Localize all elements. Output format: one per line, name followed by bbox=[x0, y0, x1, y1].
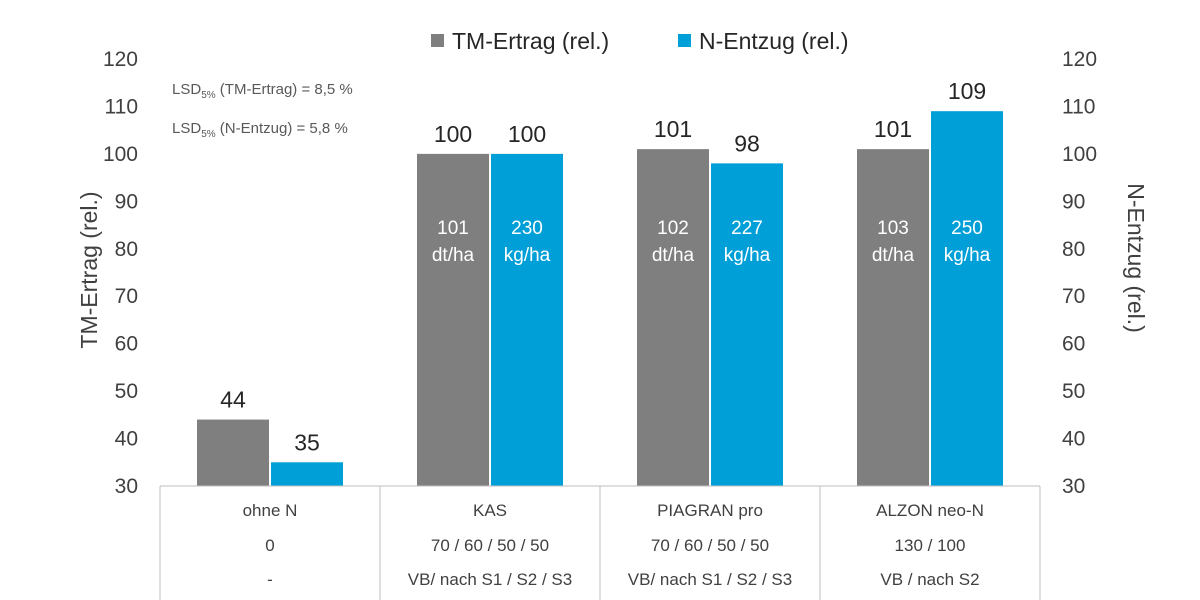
lsd-annotation-n-entzug: LSD5% (N-Entzug) = 5,8 % bbox=[172, 120, 348, 140]
y-axis-ticks-right: 30 40 50 60 70 80 90 100 110 120 bbox=[1062, 48, 1097, 498]
y-tick-label-left: 40 bbox=[115, 428, 138, 451]
bar-inner-value: 103 bbox=[877, 218, 909, 239]
y-tick-label-left: 30 bbox=[115, 475, 138, 498]
legend-label-n-entzug: N-Entzug (rel.) bbox=[699, 28, 849, 54]
bar-value-label: 100 bbox=[434, 121, 472, 147]
bar-inner-unit: dt/ha bbox=[872, 245, 915, 266]
category-label: KAS bbox=[473, 501, 507, 520]
bars: 44 35 100 101 dt/ha 100 230 kg/ha 101 102 dt/ha 98 2… bbox=[197, 78, 1003, 486]
bar-inner-value: 101 bbox=[437, 218, 469, 239]
bar-n-entzug bbox=[271, 462, 343, 486]
bar-value-label: 35 bbox=[294, 429, 320, 455]
legend-swatch-tm-ertrag bbox=[431, 34, 444, 47]
bar-n-entzug bbox=[491, 153, 563, 486]
bar-inner-unit: kg/ha bbox=[724, 245, 771, 266]
y-tick-label-left: 120 bbox=[103, 48, 138, 71]
y-tick-label-left: 100 bbox=[103, 143, 138, 166]
lsd-annotation-rest: (N-Entzug) = 5,8 % bbox=[216, 120, 348, 137]
bar-n-entzug bbox=[711, 163, 783, 486]
bar-value-label: 44 bbox=[220, 387, 246, 413]
category-label: VB / nach S2 bbox=[880, 570, 979, 589]
y-tick-label-right: 40 bbox=[1062, 428, 1085, 451]
y-tick-label-left: 60 bbox=[115, 333, 138, 356]
bar-inner-value: 227 bbox=[731, 218, 763, 239]
y-tick-label-left: 110 bbox=[105, 95, 138, 118]
bar-value-label: 100 bbox=[508, 121, 546, 147]
y-tick-label-right: 60 bbox=[1062, 333, 1085, 356]
category-label: 70 / 60 / 50 / 50 bbox=[431, 536, 549, 555]
category-label: ALZON neo-N bbox=[876, 501, 984, 520]
y-tick-label-right: 70 bbox=[1062, 285, 1085, 308]
bar-inner-value: 102 bbox=[657, 218, 689, 239]
bar-inner-value: 250 bbox=[951, 218, 983, 239]
y-axis-title-right: N-Entzug (rel.) bbox=[1123, 183, 1149, 333]
y-tick-label-left: 80 bbox=[115, 238, 138, 261]
bar-value-label: 109 bbox=[948, 78, 986, 104]
bar-tm-ertrag bbox=[857, 149, 929, 486]
category-label: VB/ nach S1 / S2 / S3 bbox=[628, 570, 792, 589]
lsd-annotation-base: LSD bbox=[172, 81, 201, 98]
bar-value-label: 101 bbox=[654, 116, 692, 142]
y-tick-label-right: 120 bbox=[1062, 48, 1097, 71]
category-label: PIAGRAN pro bbox=[657, 501, 763, 520]
legend: TM-Ertrag (rel.) N-Entzug (rel.) bbox=[431, 28, 849, 54]
y-tick-label-right: 50 bbox=[1062, 380, 1085, 403]
lsd-annotation-sub: 5% bbox=[201, 129, 216, 140]
y-tick-label-left: 90 bbox=[115, 190, 138, 213]
bar-inner-unit: dt/ha bbox=[652, 245, 695, 266]
y-tick-label-right: 30 bbox=[1062, 475, 1085, 498]
y-tick-label-right: 110 bbox=[1062, 95, 1095, 118]
lsd-annotation-rest: (TM-Ertrag) = 8,5 % bbox=[216, 81, 353, 98]
legend-swatch-n-entzug bbox=[678, 34, 691, 47]
bar-n-entzug bbox=[931, 111, 1003, 486]
y-axis-title-left: TM-Ertrag (rel.) bbox=[76, 191, 102, 348]
bar-value-label: 101 bbox=[874, 116, 912, 142]
category-label: VB/ nach S1 / S2 / S3 bbox=[408, 570, 572, 589]
y-tick-label-left: 50 bbox=[115, 380, 138, 403]
category-label: 0 bbox=[265, 536, 274, 555]
bar-tm-ertrag bbox=[197, 419, 269, 486]
bar-value-label: 98 bbox=[734, 130, 760, 156]
bar-inner-unit: kg/ha bbox=[504, 245, 551, 266]
y-axis-ticks-left: 30 40 50 60 70 80 90 100 110 120 bbox=[103, 48, 138, 498]
bar-inner-unit: kg/ha bbox=[944, 245, 991, 266]
annotations: LSD5% (TM-Ertrag) = 8,5 % LSD5% (N-Entzu… bbox=[172, 81, 353, 140]
y-tick-label-left: 70 bbox=[115, 285, 138, 308]
bar-inner-value: 230 bbox=[511, 218, 543, 239]
y-tick-label-right: 80 bbox=[1062, 238, 1085, 261]
bar-inner-unit: dt/ha bbox=[432, 245, 475, 266]
category-label: ohne N bbox=[243, 501, 298, 520]
lsd-annotation-tm-ertrag: LSD5% (TM-Ertrag) = 8,5 % bbox=[172, 81, 353, 101]
y-tick-label-right: 90 bbox=[1062, 190, 1085, 213]
category-label: - bbox=[267, 570, 273, 589]
category-table: ohne N KAS PIAGRAN pro ALZON neo-N 0 70 / 60 … bbox=[159, 485, 1041, 600]
lsd-annotation-sub: 5% bbox=[201, 90, 216, 101]
lsd-annotation-base: LSD bbox=[172, 120, 201, 137]
category-label: 70 / 60 / 50 / 50 bbox=[651, 536, 769, 555]
category-label: 130 / 100 bbox=[895, 536, 966, 555]
y-tick-label-right: 100 bbox=[1062, 143, 1097, 166]
bar-tm-ertrag bbox=[637, 149, 709, 486]
legend-label-tm-ertrag: TM-Ertrag (rel.) bbox=[452, 28, 609, 54]
bar-tm-ertrag bbox=[417, 153, 489, 486]
